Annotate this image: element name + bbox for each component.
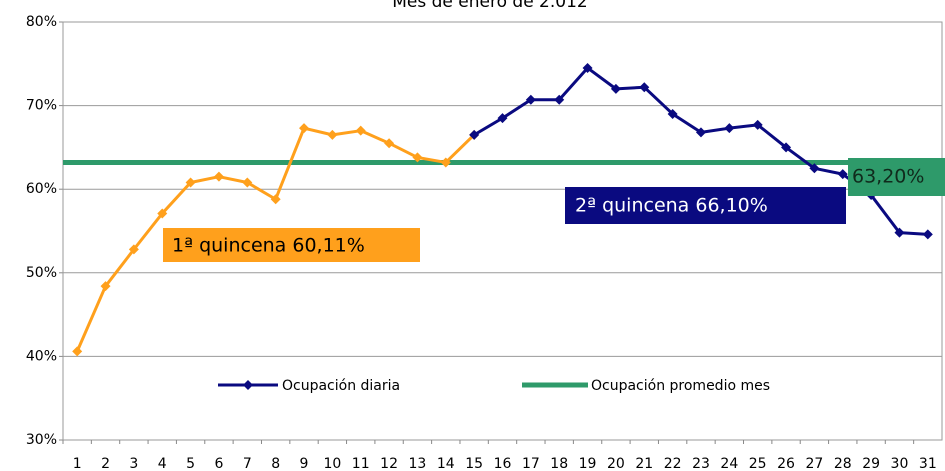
- x-tick-label: 16: [494, 456, 512, 471]
- legend-label: Ocupación diaria: [282, 378, 400, 394]
- x-tick-label: 9: [300, 456, 309, 471]
- x-tick-label: 24: [720, 456, 738, 471]
- annotation-box: [163, 228, 420, 262]
- first-half-marker: [157, 208, 168, 219]
- daily-marker: [469, 129, 480, 140]
- x-tick-label: 3: [129, 456, 138, 471]
- x-tick-label: 31: [919, 456, 937, 471]
- x-tick-label: 17: [522, 456, 540, 471]
- x-tick-label: 12: [380, 456, 398, 471]
- x-tick-label: 26: [777, 456, 795, 471]
- daily-marker: [922, 229, 933, 240]
- daily-marker: [894, 227, 905, 238]
- y-tick-label: 70%: [26, 98, 57, 114]
- first-half-marker: [185, 177, 196, 188]
- x-tick-label: 5: [186, 456, 195, 471]
- annotation-text: 1ª quincena 60,11%: [172, 235, 365, 257]
- x-tick-label: 8: [271, 456, 280, 471]
- legend-marker: [243, 380, 253, 390]
- first-half-marker: [270, 194, 281, 205]
- y-tick-label: 40%: [26, 348, 57, 364]
- x-tick-label: 30: [891, 456, 909, 471]
- x-tick-label: 1: [73, 456, 82, 471]
- x-tick-label: 6: [214, 456, 223, 471]
- x-tick-label: 2: [101, 456, 110, 471]
- x-tick-label: 10: [323, 456, 341, 471]
- daily-marker: [781, 142, 792, 153]
- first-half-marker: [384, 138, 395, 149]
- daily-marker: [752, 119, 763, 130]
- daily-marker: [809, 163, 820, 174]
- daily-marker: [554, 94, 565, 105]
- daily-marker: [639, 82, 650, 93]
- annotation-box: [565, 187, 846, 224]
- average-label: 63,20%: [852, 166, 924, 188]
- x-tick-label: 21: [635, 456, 653, 471]
- x-tick-label: 18: [550, 456, 568, 471]
- first-half-marker: [440, 157, 451, 168]
- x-tick-label: 27: [805, 456, 823, 471]
- x-tick-label: 20: [607, 456, 625, 471]
- legend-label: Ocupación promedio mes: [591, 378, 770, 394]
- first-half-marker: [299, 123, 310, 134]
- first-half-marker: [327, 129, 338, 140]
- x-tick-label: 28: [834, 456, 852, 471]
- daily-marker: [724, 123, 735, 134]
- x-tick-label: 7: [243, 456, 252, 471]
- y-tick-label: 50%: [26, 265, 57, 281]
- x-tick-label: 14: [437, 456, 455, 471]
- annotation-text: 2ª quincena 66,10%: [575, 195, 768, 217]
- daily-marker: [525, 94, 536, 105]
- x-tick-label: 11: [352, 456, 370, 471]
- first-half-marker: [355, 125, 366, 136]
- first-half-marker: [72, 346, 83, 357]
- y-tick-label: 30%: [26, 432, 57, 448]
- first-half-marker: [412, 152, 423, 163]
- x-tick-label: 25: [749, 456, 767, 471]
- daily-marker: [497, 113, 508, 124]
- plot-border: [62, 21, 943, 441]
- daily-marker: [582, 62, 593, 73]
- x-tick-label: 22: [664, 456, 682, 471]
- x-tick-label: 19: [579, 456, 597, 471]
- daily-marker: [667, 108, 678, 119]
- daily-marker: [837, 169, 848, 180]
- daily-marker: [610, 83, 621, 94]
- x-tick-label: 4: [158, 456, 167, 471]
- average-label-box: [848, 158, 945, 196]
- y-tick-label: 60%: [26, 181, 57, 197]
- x-tick-label: 15: [465, 456, 483, 471]
- x-tick-label: 29: [862, 456, 880, 471]
- first-half-marker: [100, 281, 111, 292]
- daily-marker: [695, 127, 706, 138]
- chart-title: Mes de enero de 2.012: [392, 0, 587, 12]
- first-half-marker: [128, 244, 139, 255]
- x-tick-label: 13: [409, 456, 427, 471]
- first-half-marker: [242, 177, 253, 188]
- first-half-marker: [213, 171, 224, 182]
- y-tick-label: 80%: [26, 14, 57, 30]
- x-tick-label: 23: [692, 456, 710, 471]
